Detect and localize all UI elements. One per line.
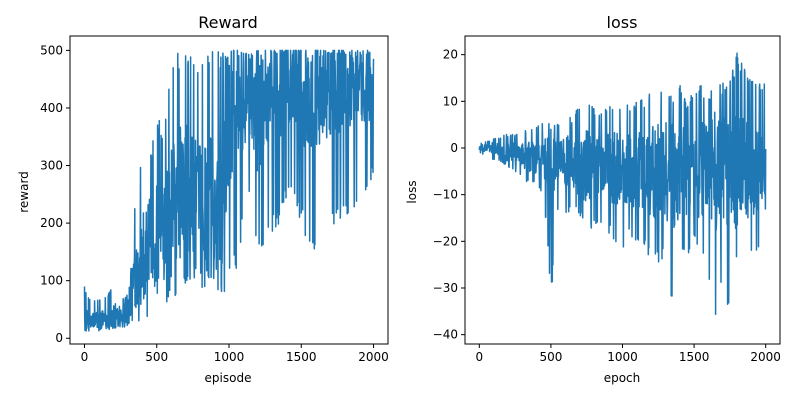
loss-chart-ylabel: loss — [405, 180, 419, 203]
loss-x-tick-label: 2000 — [750, 350, 781, 364]
loss-y-tick-label: −40 — [433, 328, 458, 342]
loss-chart-title: loss — [607, 13, 638, 32]
reward-series-line — [83, 49, 375, 332]
reward-chart-title: Reward — [198, 13, 258, 32]
reward-y-tick-label: 400 — [40, 101, 63, 115]
loss-x-tick-label: 0 — [475, 350, 483, 364]
reward-y-tick-label: 500 — [40, 43, 63, 57]
loss-y-tick-label: 20 — [443, 48, 458, 62]
loss-x-tick-label: 1500 — [679, 350, 710, 364]
loss-x-tick-label: 500 — [539, 350, 562, 364]
reward-y-tick-label: 100 — [40, 274, 63, 288]
loss-y-tick-label: −20 — [433, 234, 458, 248]
loss-series-line — [478, 52, 767, 316]
reward-x-tick-label: 0 — [81, 350, 89, 364]
loss-y-tick-label: −30 — [433, 281, 458, 295]
loss-y-tick-label: 10 — [443, 94, 458, 108]
reward-y-tick-label: 0 — [55, 331, 63, 345]
reward-y-tick-label: 200 — [40, 216, 63, 230]
reward-x-tick-label: 1500 — [286, 350, 317, 364]
reward-x-tick-label: 1000 — [214, 350, 245, 364]
loss-x-tick-label: 1000 — [607, 350, 638, 364]
reward-chart-ylabel: reward — [17, 171, 31, 213]
loss-y-tick-label: 0 — [450, 141, 458, 155]
reward-chart-xlabel: episode — [205, 371, 252, 385]
loss-y-tick-label: −10 — [433, 188, 458, 202]
reward-x-tick-label: 2000 — [358, 350, 389, 364]
reward-chart: Reward episode reward 0 500 1000 1500 2000 0 1… — [17, 13, 389, 385]
loss-chart: loss epoch loss 0 500 1000 1500 2000 20 10 0 −10… — [405, 13, 781, 385]
loss-chart-xlabel: epoch — [604, 371, 641, 385]
reward-x-tick-label: 500 — [145, 350, 168, 364]
reward-y-tick-label: 300 — [40, 159, 63, 173]
